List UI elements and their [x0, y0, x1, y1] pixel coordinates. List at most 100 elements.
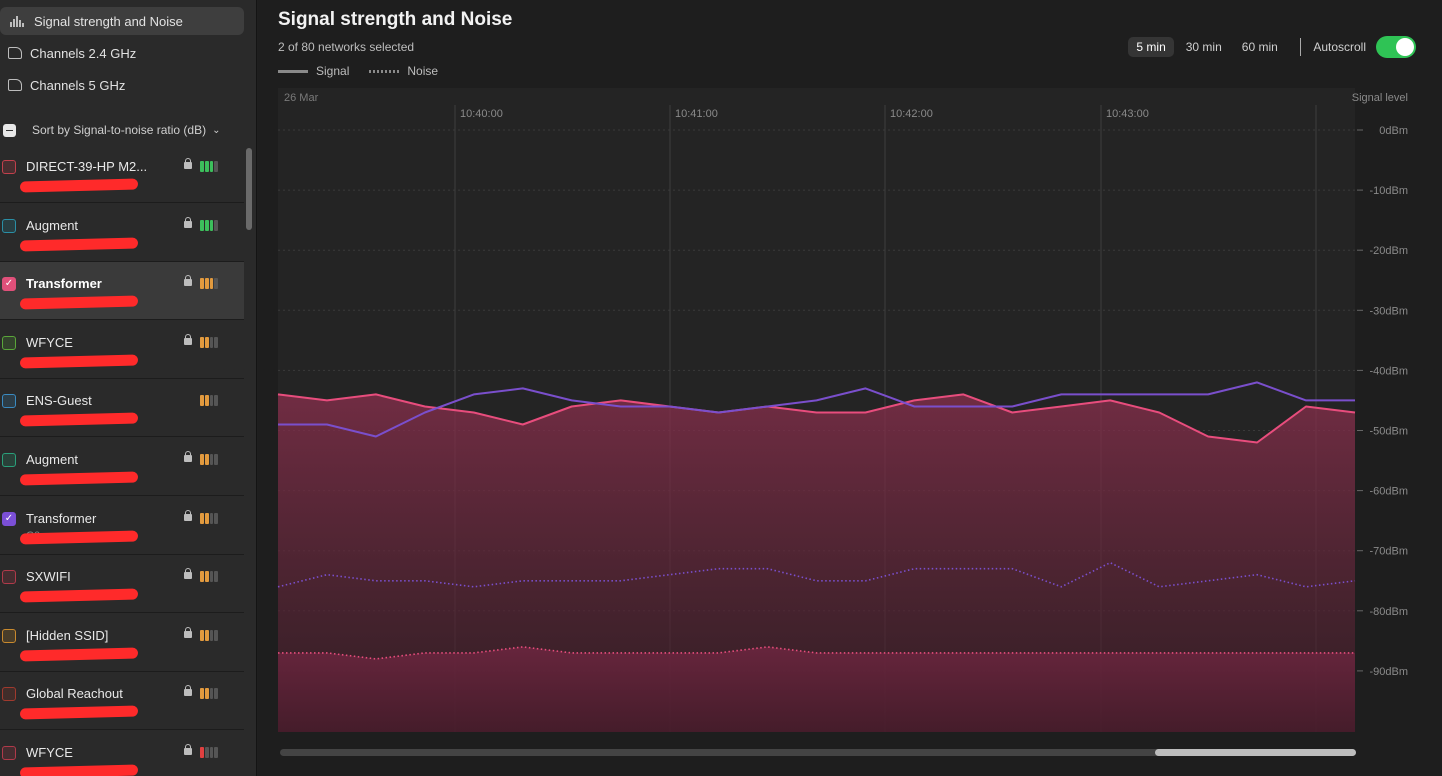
network-row[interactable]: WFYCE	[0, 731, 244, 776]
network-name: Transformer	[26, 510, 97, 526]
network-checkbox[interactable]: ✓	[2, 277, 16, 292]
network-checkbox[interactable]: ✓	[2, 511, 16, 526]
network-checkbox[interactable]	[2, 335, 16, 350]
redaction-mark	[19, 530, 139, 545]
nav-signal-noise[interactable]: Signal strength and Noise	[0, 7, 244, 35]
signal-bars-icon	[200, 395, 218, 407]
network-row[interactable]: ✓TransformerC0	[0, 497, 244, 555]
network-checkbox[interactable]	[2, 746, 16, 760]
legend-noise: Noise	[369, 64, 438, 78]
y-tick-label: -40dBm	[1369, 365, 1408, 377]
y-tick-label: -70dBm	[1369, 546, 1408, 558]
network-name: SXWIFI	[26, 569, 71, 585]
signal-bars-icon	[200, 688, 218, 700]
network-row[interactable]: Augment	[0, 204, 244, 262]
nav-label: Channels 5 GHz	[30, 77, 126, 93]
network-row[interactable]: ENS-Guest	[0, 379, 244, 438]
lock-icon	[184, 685, 192, 697]
y-tick-label: -80dBm	[1369, 606, 1408, 618]
redaction-mark	[19, 237, 139, 252]
autoscroll-toggle[interactable]	[1376, 36, 1416, 58]
signal-bars-icon	[200, 161, 218, 172]
bar-chart-icon	[8, 14, 26, 28]
network-row[interactable]: DIRECT-39-HP M2...	[0, 145, 244, 203]
range-60min-button[interactable]: 60 min	[1241, 40, 1278, 54]
network-row[interactable]: ✓ Transformer	[0, 262, 244, 321]
network-row[interactable]: SXWIFI	[0, 555, 244, 614]
noise-area	[278, 646, 1355, 732]
network-checkbox[interactable]	[2, 570, 16, 585]
network-row[interactable]: WFYCE	[0, 321, 244, 379]
lock-icon	[184, 158, 192, 169]
y-tick-label: 0dBm	[1379, 125, 1408, 137]
network-checkbox[interactable]	[2, 687, 16, 702]
signal-bars-icon	[200, 512, 218, 524]
redaction-mark	[19, 178, 139, 193]
network-checkbox[interactable]	[2, 394, 16, 409]
network-name: Global Reachout	[26, 686, 123, 702]
lock-icon	[184, 275, 192, 287]
nav-channels-5[interactable]: Channels 5 GHz	[0, 71, 244, 99]
sort-row[interactable]: Sort by Signal-to-noise ratio (dB) ⌄	[0, 116, 256, 144]
noise-line	[278, 646, 1355, 660]
network-name: WFYCE	[26, 745, 73, 760]
lock-icon	[184, 216, 192, 228]
nav-label: Channels 2.4 GHz	[30, 45, 137, 61]
lock-icon	[184, 626, 192, 638]
channel-icon	[8, 47, 22, 59]
signal-bars-icon	[200, 747, 218, 758]
network-checkbox[interactable]	[2, 218, 16, 233]
signal-area	[278, 394, 1355, 732]
selection-count: 2 of 80 networks selected	[278, 40, 415, 54]
legend-signal: Signal	[278, 64, 349, 78]
nav-channels-24[interactable]: Channels 2.4 GHz	[0, 39, 244, 67]
range-30min-button[interactable]: 30 min	[1185, 40, 1222, 54]
redaction-mark	[19, 354, 139, 369]
network-checkbox[interactable]	[2, 160, 16, 174]
network-row[interactable]: Augment	[0, 438, 244, 496]
nav-label: Signal strength and Noise	[34, 13, 183, 29]
date-label: 26 Mar	[284, 92, 319, 104]
network-checkbox[interactable]	[2, 628, 16, 643]
lock-icon	[184, 568, 192, 580]
signal-bars-icon	[200, 629, 218, 641]
network-row[interactable]: [Hidden SSID]	[0, 614, 244, 672]
deselect-all-checkbox[interactable]	[3, 123, 16, 137]
lock-icon	[184, 451, 192, 462]
y-tick-label: -60dBm	[1369, 486, 1408, 498]
legend-label: Noise	[407, 64, 439, 78]
dotted-line-swatch	[369, 69, 400, 73]
network-row[interactable]: Global Reachout	[0, 672, 244, 731]
network-checkbox[interactable]	[2, 453, 16, 467]
x-tick-label: 10:41:00	[675, 108, 718, 120]
range-5min-button[interactable]: 5 min	[1128, 37, 1174, 57]
lock-icon	[184, 744, 192, 755]
network-name: ENS-Guest	[26, 393, 92, 409]
redaction-mark	[19, 295, 139, 310]
time-range-control: 5 min 30 min 60 min Autoscroll	[1124, 36, 1416, 58]
signal-line	[277, 393, 1356, 444]
signal-bars-icon	[200, 278, 218, 290]
sidebar: Signal strength and Noise Channels 2.4 G…	[0, 0, 257, 776]
network-name: Transformer	[26, 276, 102, 292]
signal-bars-icon	[200, 571, 218, 583]
redaction-mark	[19, 647, 139, 662]
network-name: WFYCE	[26, 334, 73, 350]
redaction-mark	[19, 764, 139, 776]
y-axis-label: Signal level	[1352, 92, 1408, 104]
lock-icon	[184, 333, 192, 345]
redaction-mark	[19, 412, 139, 427]
y-tick-label: -20dBm	[1369, 245, 1408, 257]
chevron-down-icon: ⌄	[212, 124, 221, 136]
y-tick-label: -30dBm	[1369, 305, 1408, 317]
y-tick-label: -10dBm	[1369, 185, 1408, 197]
divider	[1299, 38, 1302, 56]
sort-label: Sort by Signal-to-noise ratio (dB)	[32, 123, 207, 137]
redaction-mark	[19, 588, 139, 603]
chart-scrollbar-thumb[interactable]	[1155, 749, 1356, 756]
sidebar-scrollbar[interactable]	[246, 148, 252, 230]
signal-line	[278, 381, 1355, 438]
signal-bars-icon	[200, 219, 218, 231]
chart-scrollbar-track[interactable]	[280, 749, 1356, 756]
